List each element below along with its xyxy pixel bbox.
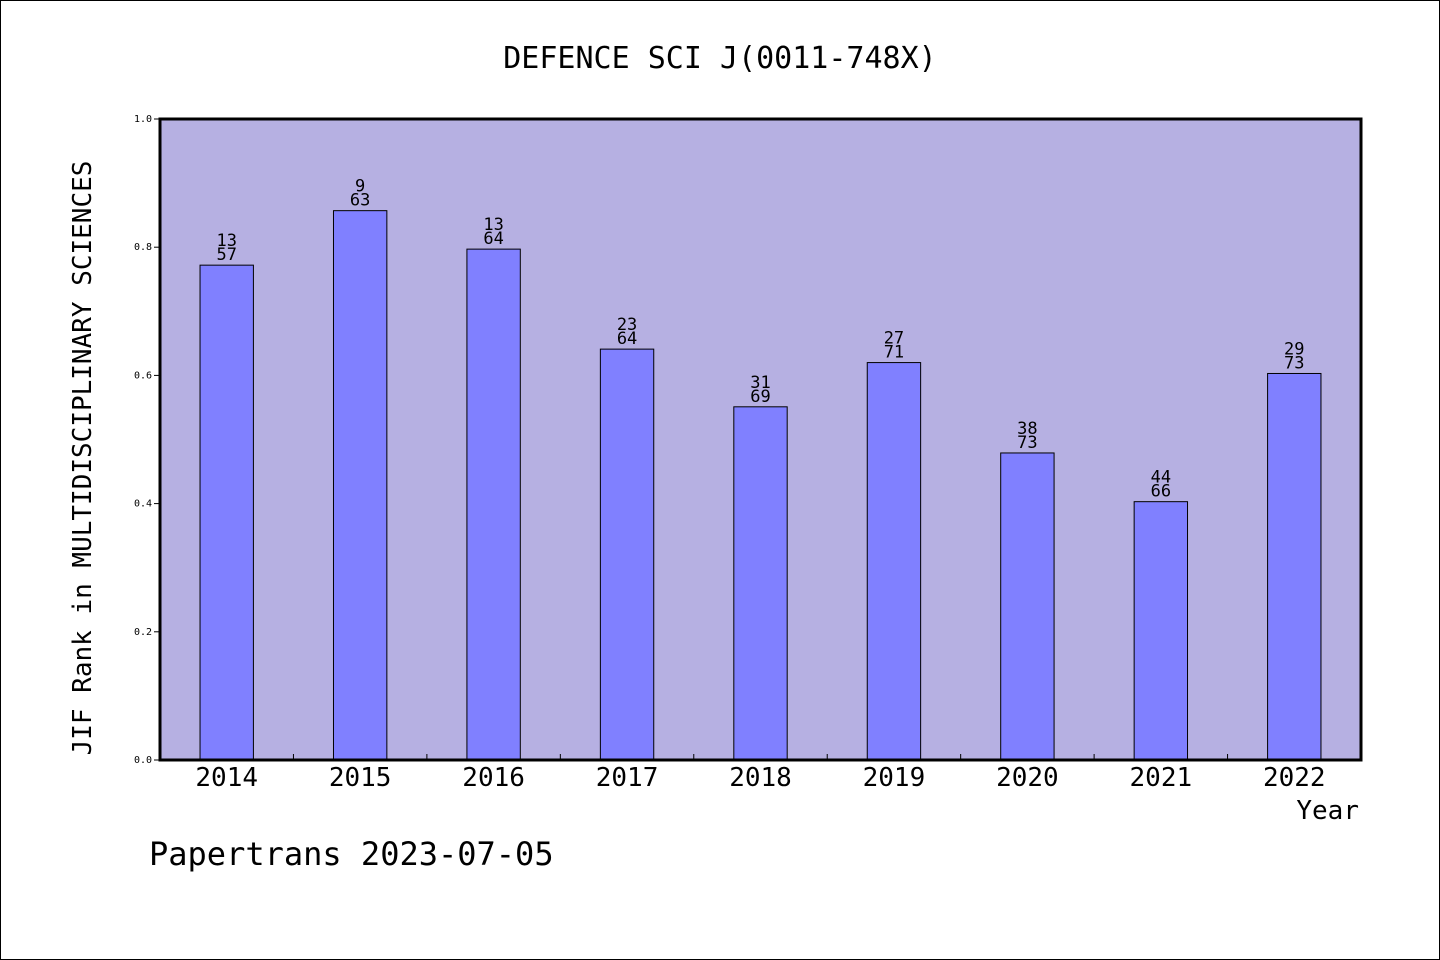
bar-2016 [466, 248, 521, 761]
bar-2019 [866, 362, 922, 761]
bar-rank-label: 38 [1017, 419, 1037, 439]
footer-credit: Papertrans 2023-07-05 [149, 835, 554, 873]
y-axis-ticks: 0.0 0.2 0.4 0.6 0.8 1.0 [134, 114, 160, 766]
bar-total-label: 64 [483, 229, 503, 249]
bar-rank-label: 13 [216, 231, 236, 251]
bar-rank-label: 29 [1284, 339, 1304, 359]
bar-2015 [332, 210, 388, 761]
bar-2017 [599, 348, 655, 761]
bars-group [199, 210, 1322, 761]
bar-total-label: 63 [350, 191, 370, 211]
bar-total-label: 71 [884, 343, 904, 363]
x-tick-label: 2020 [996, 763, 1059, 793]
plot-border [158, 117, 1363, 762]
bar-total-label: 66 [1151, 482, 1171, 502]
x-tick-label: 2019 [863, 763, 926, 793]
bar-total-label: 64 [617, 329, 637, 349]
bar-2014 [199, 264, 254, 761]
x-tick-label: 2021 [1130, 763, 1193, 793]
bar-2020 [1000, 452, 1055, 761]
x-tick-label: 2015 [329, 763, 392, 793]
bar-2021 [1133, 501, 1189, 761]
bar-total-label: 57 [216, 245, 236, 265]
y-tick-label: 0.4 [134, 499, 152, 510]
bar-2022 [1267, 372, 1322, 761]
y-tick-label: 0.2 [134, 627, 152, 638]
bar-total-label: 73 [1284, 353, 1304, 373]
x-tick-label: 2016 [462, 763, 525, 793]
bar-total-label: 73 [1017, 433, 1037, 453]
y-axis-label: JIF Rank in MULTIDISCIPLINARY SCIENCES [68, 161, 98, 756]
bar-rank-label: 9 [355, 177, 365, 197]
bar-rank-label: 23 [617, 315, 637, 335]
y-tick-label: 0.8 [134, 242, 152, 253]
x-tick-label: 2014 [195, 763, 258, 793]
x-tick-label: 2022 [1263, 763, 1326, 793]
bar-rank-label: 31 [750, 373, 770, 393]
x-axis-label: Year [1296, 796, 1359, 826]
bar-rank-label: 13 [483, 215, 503, 235]
y-tick-label: 0.6 [134, 370, 152, 381]
x-tick-label: 2018 [729, 763, 792, 793]
x-tick-label: 2017 [596, 763, 659, 793]
bar-total-label: 69 [750, 387, 770, 407]
bar-rank-label: 27 [884, 329, 904, 349]
bar-rank-label: 44 [1151, 468, 1171, 488]
bar-2018 [733, 406, 788, 761]
y-tick-label: 1.0 [134, 114, 152, 125]
x-axis-ticks: 2014 2015 2016 2017 2018 2019 2020 2021 2022 [195, 754, 1326, 793]
chart-title: DEFENCE SCI J(0011-748X) [503, 41, 936, 76]
y-tick-label: 0.0 [134, 755, 152, 766]
